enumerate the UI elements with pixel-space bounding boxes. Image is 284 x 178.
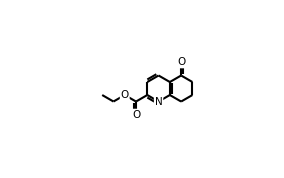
Text: O: O bbox=[177, 57, 185, 67]
Text: O: O bbox=[121, 90, 129, 100]
Text: O: O bbox=[132, 110, 140, 120]
Text: N: N bbox=[155, 96, 162, 107]
